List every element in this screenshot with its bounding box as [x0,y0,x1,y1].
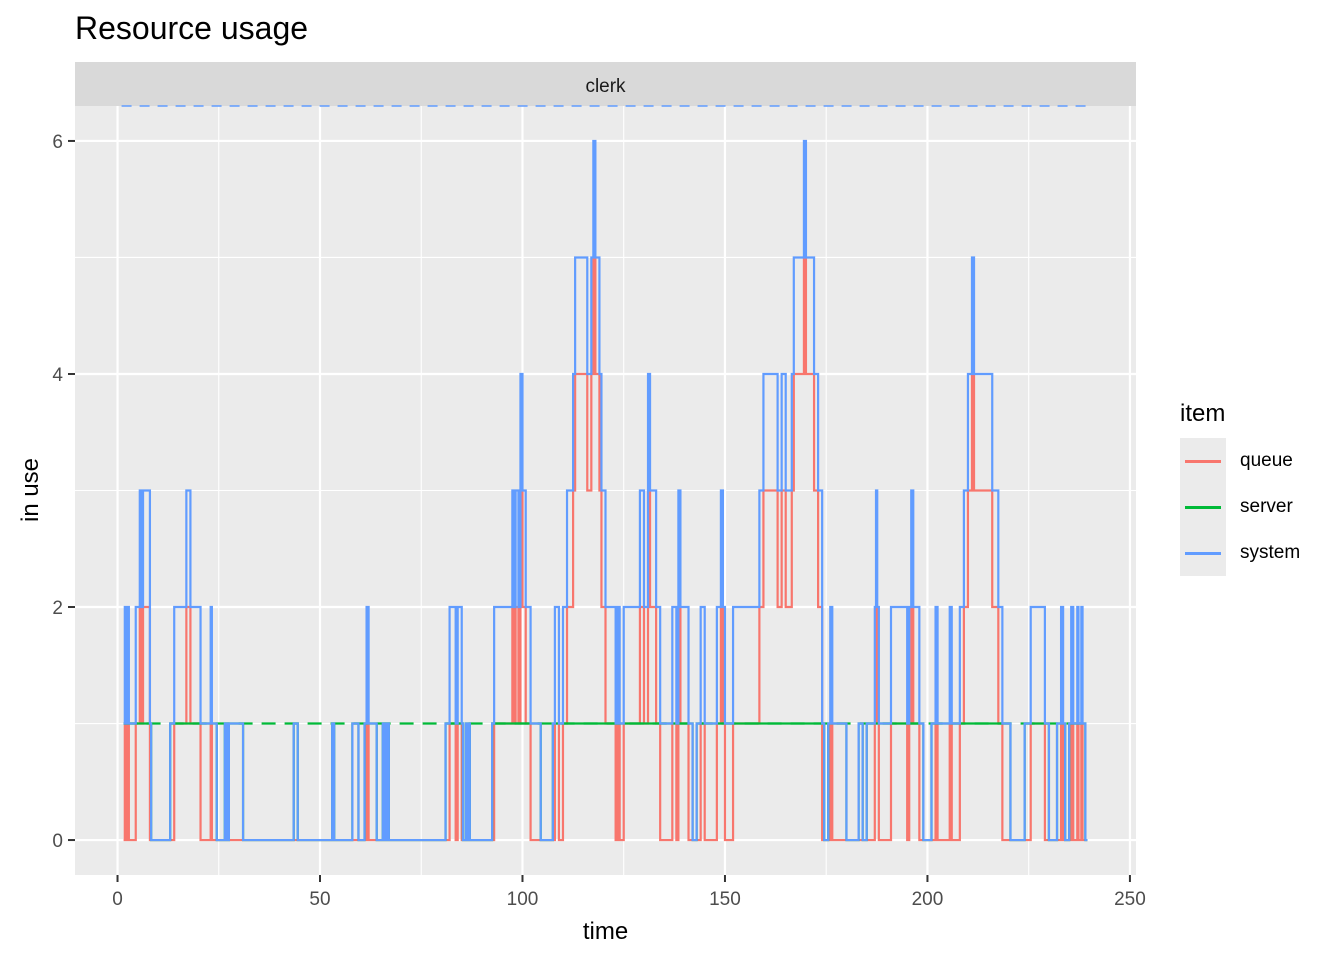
chart-title: Resource usage [75,10,309,46]
svg-text:6: 6 [52,132,63,153]
svg-text:0: 0 [112,889,123,910]
y-axis-title: in use [17,458,44,522]
legend-key-queue [1180,438,1226,484]
legend-title: item [1180,400,1226,427]
svg-text:2: 2 [52,598,63,619]
legend-item-system: system [1180,530,1300,576]
svg-text:100: 100 [507,889,539,910]
legend-label-server: server [1240,496,1293,517]
svg-text:200: 200 [912,889,944,910]
x-axis-title: time [583,918,628,945]
legend-key-server [1180,484,1226,530]
svg-text:150: 150 [709,889,741,910]
svg-text:4: 4 [52,365,63,386]
facet-strip [75,62,1136,106]
facet-strip-label: clerk [585,76,626,97]
legend-label-system: system [1240,542,1301,563]
y-axis: 0 2 4 6 [52,132,75,852]
legend-key-system [1180,530,1226,576]
legend-label-queue: queue [1240,450,1293,471]
svg-text:0: 0 [52,831,63,852]
legend-item-server: server [1180,484,1300,530]
x-axis: 0 50 100 150 200 250 [112,875,1146,910]
svg-text:250: 250 [1114,889,1146,910]
legend: item queue server system [1180,400,1300,576]
series-layer [121,105,1090,842]
legend-item-queue: queue [1180,438,1300,484]
svg-text:50: 50 [309,889,330,910]
